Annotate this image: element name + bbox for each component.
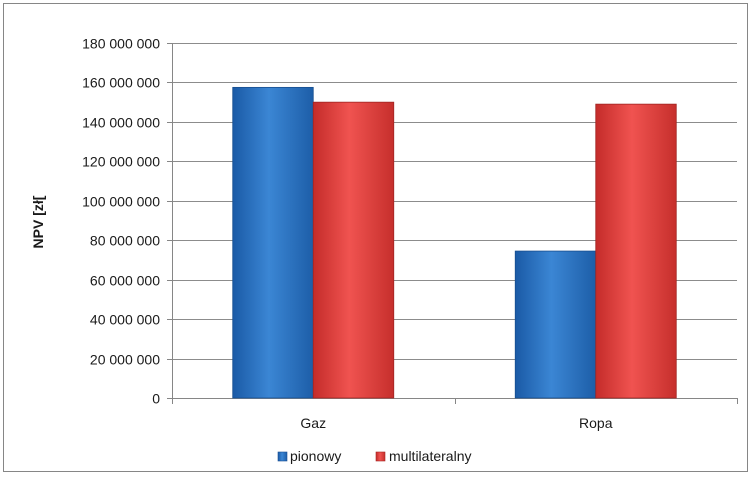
y-tick-label: 40 000 000 [90, 312, 160, 328]
y-tick-label: 180 000 000 [82, 36, 160, 52]
x-category-label: Ropa [579, 415, 613, 431]
y-tick-label: 100 000 000 [82, 194, 160, 210]
bar-multilateralny-gaz [312, 101, 395, 399]
legend-label-pionowy: pionowy [290, 448, 341, 464]
y-tick-label: 120 000 000 [82, 154, 160, 170]
legend: pionowy multilateralny [277, 448, 471, 464]
y-tick-label: 60 000 000 [90, 273, 160, 289]
y-axis-title: NPV [zł[ [30, 195, 46, 248]
bar-pionowy-gaz [232, 86, 314, 399]
y-tick-label: 160 000 000 [82, 75, 160, 91]
x-category-label: Gaz [300, 415, 326, 431]
y-tick-label: 80 000 000 [90, 233, 160, 249]
legend-swatch-pionowy [277, 451, 288, 462]
category-labels: Gaz Ropa [300, 415, 612, 431]
axes [167, 43, 738, 404]
y-tick-label: 0 [152, 391, 160, 407]
bars [232, 86, 677, 399]
bar-multilateralny-ropa [595, 103, 677, 399]
bar-pionowy-ropa [514, 250, 597, 399]
legend-swatch-multilateralny [375, 451, 386, 462]
y-tick-label: 20 000 000 [90, 352, 160, 368]
legend-label-multilateralny: multilateralny [389, 448, 471, 464]
y-tick-label: 140 000 000 [82, 115, 160, 131]
y-tick-labels: 0 20 000 000 40 000 000 60 000 000 80 000 00… [82, 36, 160, 407]
